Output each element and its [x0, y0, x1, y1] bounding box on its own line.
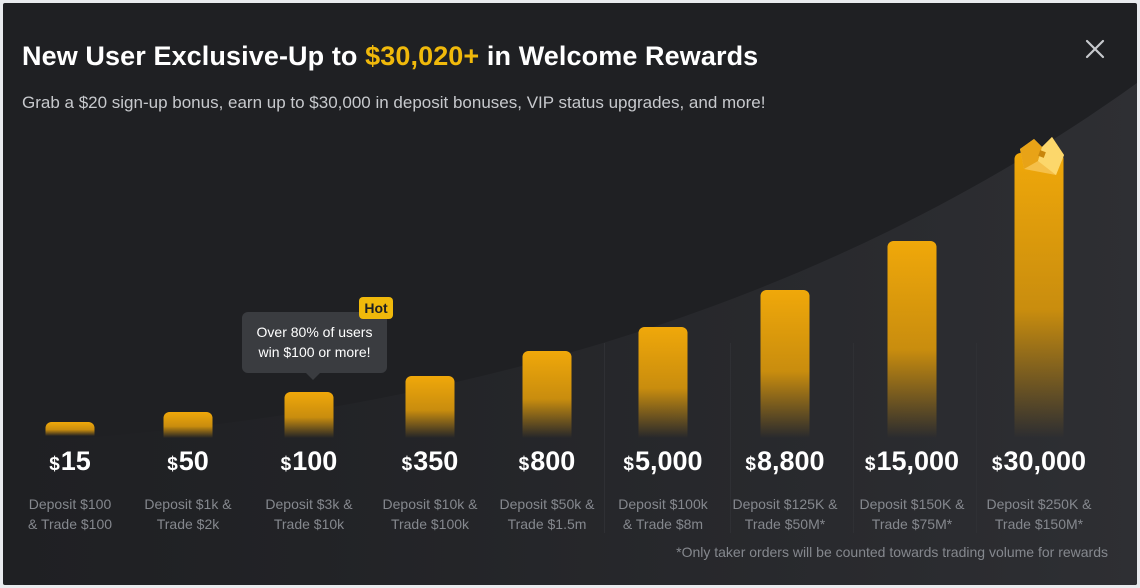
tier-divider — [976, 343, 977, 533]
reward-requirement: Deposit $50k & Trade $1.5m — [499, 496, 595, 532]
tooltip-text: win $100 or more! — [258, 344, 371, 360]
close-icon — [1085, 39, 1105, 59]
reward-amount: $15,000 — [864, 446, 960, 476]
tier-divider — [604, 343, 605, 533]
reward-tier: $5,000 Deposit $100k & Trade $8m — [602, 3, 724, 585]
title-prefix: New User Exclusive-Up to — [22, 41, 366, 71]
reward-requirement: Deposit $100k & Trade $8m — [618, 496, 708, 532]
subtitle: Grab a $20 sign-up bonus, earn up to $30… — [22, 93, 766, 112]
reward-amount: $5,000 — [623, 446, 703, 476]
reward-tier: $100 Deposit $3k & Trade $10k — [248, 3, 370, 585]
reward-requirement: Deposit $125K & Trade $50M* — [732, 496, 838, 532]
reward-tier: $15,000 Deposit $150K & Trade $75M* — [851, 3, 973, 585]
reward-amount: $30,000 — [991, 446, 1087, 476]
reward-requirement: Deposit $1k & Trade $2k — [144, 496, 232, 532]
reward-tier: $8,800 Deposit $125K & Trade $50M* — [724, 3, 846, 585]
close-button[interactable] — [1081, 35, 1109, 63]
title-suffix: in Welcome Rewards — [479, 41, 759, 71]
reward-tier: $350 Deposit $10k & Trade $100k — [369, 3, 491, 585]
reward-tier: $800 Deposit $50k & Trade $1.5m — [486, 3, 608, 585]
reward-amount: $8,800 — [745, 446, 825, 476]
tier-divider — [730, 343, 731, 533]
reward-requirement: Deposit $100 & Trade $100 — [27, 496, 113, 532]
reward-tier: $15 Deposit $100 & Trade $100 — [9, 3, 131, 585]
tooltip: Over 80% of users win $100 or more! — [242, 312, 387, 380]
reward-bar — [1014, 153, 1064, 438]
hot-badge: Hot — [359, 297, 393, 319]
reward-tier: $50 Deposit $1k & Trade $2k — [127, 3, 249, 585]
reward-amount: $350 — [401, 446, 459, 476]
crown-icon — [1020, 137, 1064, 175]
reward-amount: $15 — [49, 446, 91, 476]
reward-amount: $100 — [280, 446, 338, 476]
reward-bar — [284, 392, 334, 438]
reward-tier: $30,000 Deposit $250K & Trade $150M* — [978, 3, 1100, 585]
reward-bar — [760, 290, 810, 438]
reward-bar — [638, 327, 688, 438]
reward-requirement: Deposit $10k & Trade $100k — [382, 496, 478, 532]
reward-amount: $800 — [518, 446, 576, 476]
reward-requirement: Deposit $150K & Trade $75M* — [859, 496, 965, 532]
tooltip-text: Over 80% of users — [256, 324, 373, 340]
reward-bar — [887, 241, 937, 438]
reward-bar — [45, 422, 95, 436]
welcome-rewards-modal: New User Exclusive-Up to $30,020+ in Wel… — [3, 3, 1137, 585]
tier-divider — [853, 343, 854, 533]
title-highlight: $30,020+ — [365, 41, 480, 71]
reward-requirement: Deposit $250K & Trade $150M* — [986, 496, 1092, 532]
reward-amount: $50 — [167, 446, 209, 476]
footnote: *Only taker orders will be counted towar… — [676, 544, 1108, 560]
tooltip-arrow — [306, 373, 320, 380]
page-title: New User Exclusive-Up to $30,020+ in Wel… — [22, 41, 758, 72]
reward-bar — [405, 376, 455, 438]
reward-requirement: Deposit $3k & Trade $10k — [265, 496, 353, 532]
reward-bar — [163, 412, 213, 438]
reward-bar — [522, 351, 572, 438]
